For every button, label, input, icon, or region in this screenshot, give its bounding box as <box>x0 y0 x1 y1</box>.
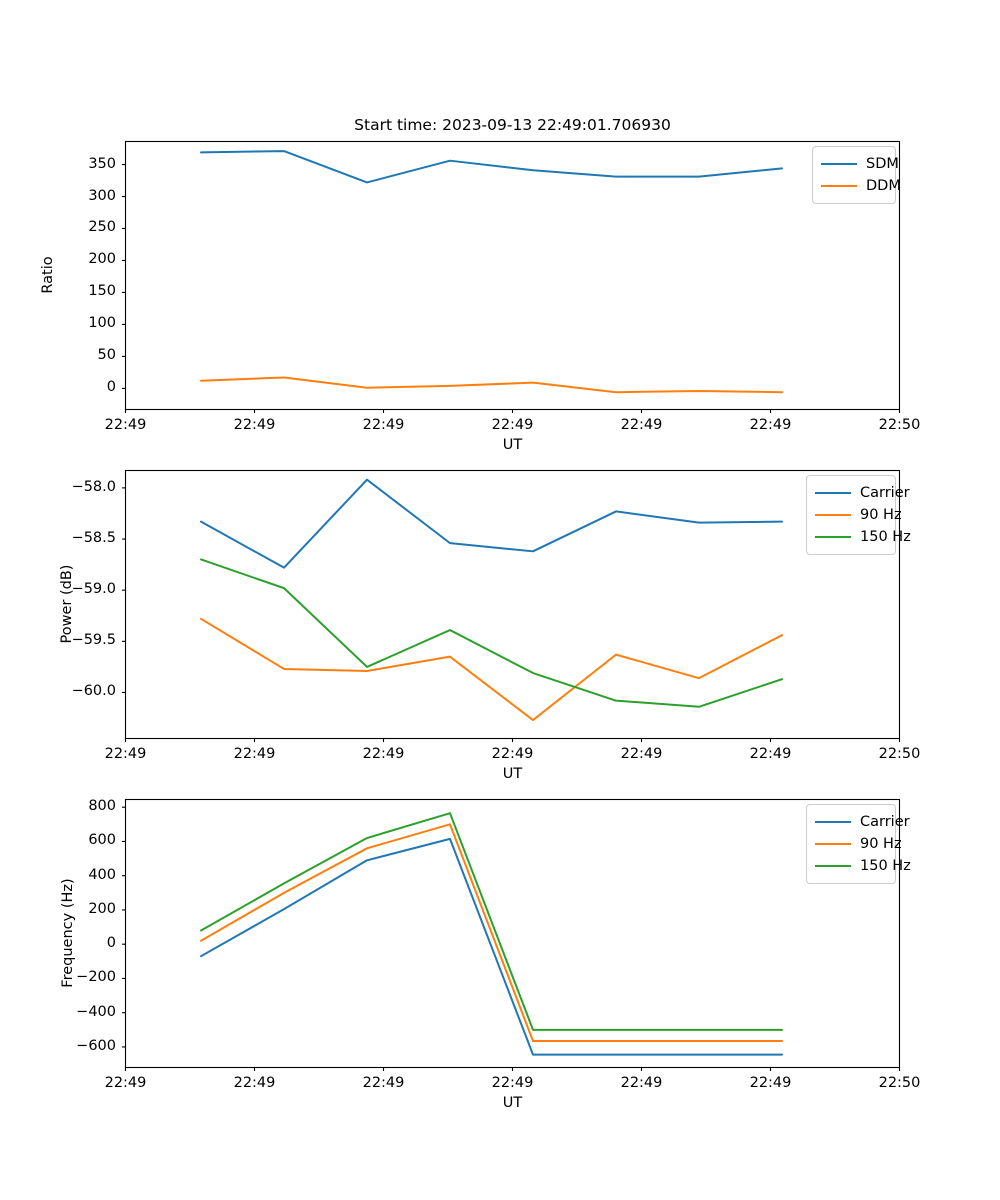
y-tick-label: 150 <box>88 283 116 300</box>
y-tick-label: −400 <box>76 1003 116 1020</box>
data-lines <box>200 150 783 394</box>
series-line-150-hz <box>200 558 783 708</box>
y-tick-label: 0 <box>106 935 116 952</box>
y-tick-label: 800 <box>88 798 116 815</box>
subplot-ratio: 0 50 100 150 200 250 300 350 22:49 22:49 22:49 22:… <box>0 0 1000 460</box>
y-tick-label: 600 <box>88 832 116 849</box>
y-tick-label: 400 <box>88 866 116 883</box>
x-tick-label: 22:50 <box>878 745 921 762</box>
y-tick-label: −59.5 <box>71 632 116 649</box>
legend-swatch-150hz <box>815 865 851 867</box>
y-tick-label: 200 <box>88 251 116 268</box>
legend-item[interactable]: 150 Hz <box>815 526 911 548</box>
x-axis-label: UT <box>502 766 523 782</box>
tick-marks <box>122 806 901 1071</box>
legend-swatch-carrier <box>815 492 851 494</box>
legend-item[interactable]: 90 Hz <box>815 833 902 855</box>
legend-frequency[interactable]: Carrier 90 Hz 150 Hz <box>806 804 911 884</box>
x-tick-label: 22:49 <box>620 745 663 762</box>
legend-swatch-90hz <box>815 514 851 516</box>
series-line-90-hz <box>200 823 783 1042</box>
x-tick-label: 22:49 <box>620 416 663 433</box>
data-lines <box>200 812 783 1056</box>
x-tick-label: 22:49 <box>104 745 147 762</box>
x-tick-label: 22:49 <box>104 416 147 433</box>
legend-label-150hz: 150 Hz <box>860 858 911 874</box>
x-tick-label: 22:49 <box>749 416 792 433</box>
ratio-axes-canvas <box>122 140 901 413</box>
legend-ratio[interactable]: SDM DDM <box>812 146 901 204</box>
data-lines <box>200 478 783 722</box>
legend-item[interactable]: 150 Hz <box>815 855 911 877</box>
legend-label-90hz: 90 Hz <box>860 507 902 523</box>
y-tick-label: −600 <box>76 1037 116 1054</box>
y-tick-label: −58.0 <box>71 478 116 495</box>
y-tick-label: 300 <box>88 187 116 204</box>
y-tick-label: −200 <box>76 969 116 986</box>
x-tick-label: 22:49 <box>104 1074 147 1091</box>
y-tick-label: 200 <box>88 900 116 917</box>
legend-power[interactable]: Carrier 90 Hz 150 Hz <box>806 475 911 555</box>
x-tick-label: 22:49 <box>749 745 792 762</box>
x-tick-label: 22:49 <box>233 745 276 762</box>
y-axis-label: Ratio <box>40 256 56 294</box>
legend-label-90hz: 90 Hz <box>860 836 902 852</box>
y-tick-label: 100 <box>88 315 116 332</box>
y-tick-label: −60.0 <box>71 683 116 700</box>
series-line-sdm <box>200 150 783 184</box>
x-tick-label: 22:49 <box>491 416 534 433</box>
axes-frame <box>124 140 901 411</box>
legend-label-carrier: Carrier <box>860 814 910 830</box>
x-tick-label: 22:49 <box>491 1074 534 1091</box>
legend-item[interactable]: 90 Hz <box>815 504 902 526</box>
legend-label-carrier: Carrier <box>860 485 910 501</box>
legend-item[interactable]: SDM <box>821 153 899 175</box>
legend-label-150hz: 150 Hz <box>860 529 911 545</box>
series-line-carrier <box>200 478 783 569</box>
legend-item[interactable]: Carrier <box>815 811 910 833</box>
x-tick-label: 22:49 <box>233 1074 276 1091</box>
tick-marks <box>122 163 901 413</box>
y-axis-label: Power (dB) <box>59 564 75 644</box>
axes-frame <box>124 798 901 1069</box>
x-tick-label: 22:50 <box>878 416 921 433</box>
x-tick-label: 22:49 <box>362 1074 405 1091</box>
legend-swatch-carrier <box>815 821 851 823</box>
y-axis-label: Frequency (Hz) <box>60 878 76 988</box>
figure-title: Start time: 2023-09-13 22:49:01.706930 <box>354 116 671 134</box>
legend-item[interactable]: Carrier <box>815 482 910 504</box>
legend-item[interactable]: DDM <box>821 175 901 197</box>
legend-swatch-ddm <box>821 185 857 187</box>
y-tick-label: −58.5 <box>71 530 116 547</box>
legend-swatch-150hz <box>815 536 851 538</box>
legend-swatch-sdm <box>821 163 857 165</box>
series-line-150-hz <box>200 812 783 1031</box>
x-tick-label: 22:49 <box>620 1074 663 1091</box>
legend-swatch-90hz <box>815 843 851 845</box>
tick-marks <box>122 487 901 742</box>
x-tick-label: 22:49 <box>491 745 534 762</box>
y-tick-label: 50 <box>97 347 116 364</box>
x-tick-label: 22:49 <box>362 745 405 762</box>
y-tick-label: 250 <box>88 219 116 236</box>
y-tick-label: 350 <box>88 155 116 172</box>
series-line-90-hz <box>200 617 783 722</box>
x-tick-label: 22:50 <box>878 1074 921 1091</box>
y-tick-label: 0 <box>106 379 116 396</box>
x-tick-label: 22:49 <box>233 416 276 433</box>
series-line-ddm <box>200 376 783 394</box>
x-tick-label: 22:49 <box>362 416 405 433</box>
x-tick-label: 22:49 <box>749 1074 792 1091</box>
y-tick-label: −59.0 <box>71 581 116 598</box>
legend-label-ddm: DDM <box>866 178 901 194</box>
axes-frame <box>124 469 901 740</box>
legend-label-sdm: SDM <box>866 156 899 172</box>
x-axis-label: UT <box>502 437 523 453</box>
series-line-carrier <box>200 837 783 1056</box>
x-axis-label: UT <box>502 1095 523 1111</box>
